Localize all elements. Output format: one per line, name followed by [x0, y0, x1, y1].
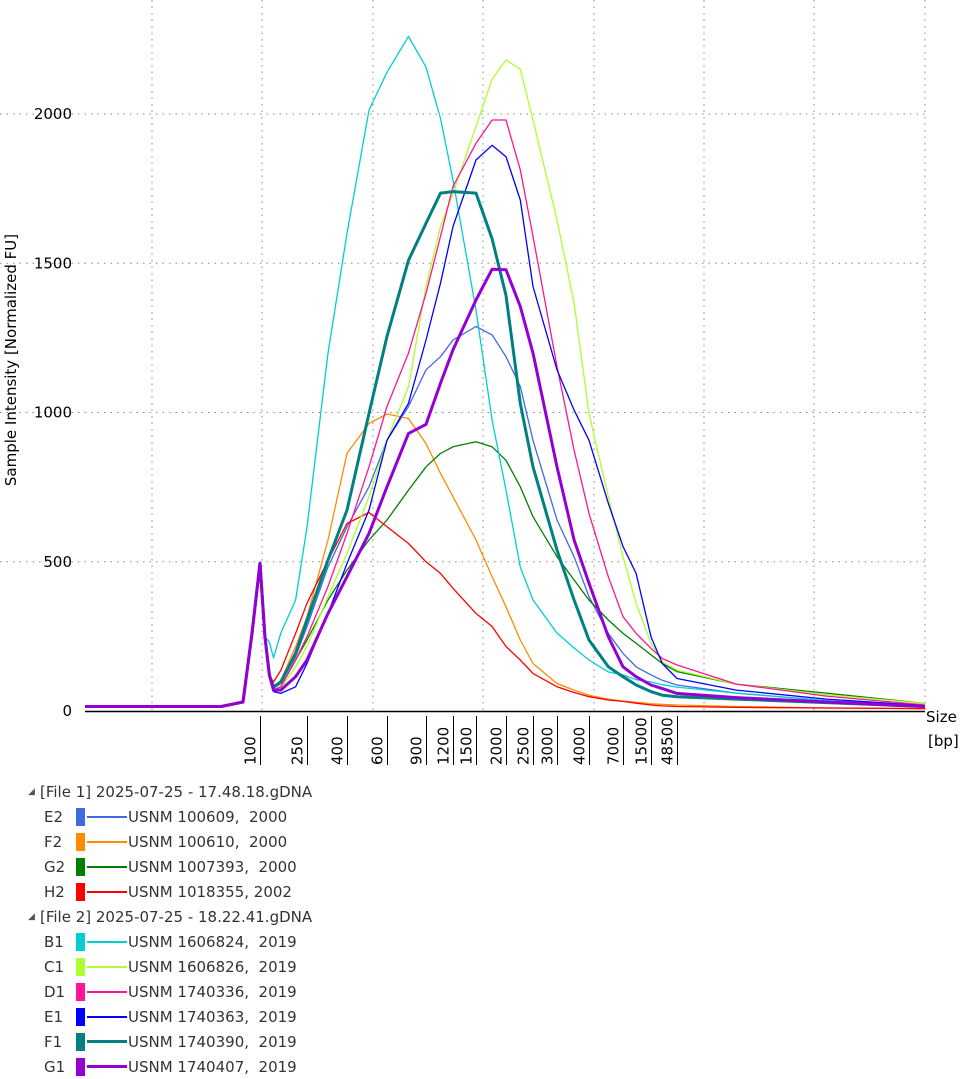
legend-well: B1	[44, 932, 64, 951]
x-tick-label: 2500	[515, 727, 533, 765]
x-tick-label: 48500	[659, 717, 677, 765]
legend-line-sample	[87, 1015, 127, 1018]
legend-item[interactable]: C1 USNM 1606826, 2019	[28, 954, 312, 979]
legend-well: F1	[44, 1032, 63, 1051]
x-axis-label-unit: [bp]	[928, 732, 959, 750]
x-tick-label: 15000	[633, 717, 651, 765]
legend-item[interactable]: F1 USNM 1740390, 2019	[28, 1029, 312, 1054]
legend-sample-name: USNM 100610, 2000	[128, 832, 288, 851]
legend-color-swatch[interactable]	[76, 1032, 85, 1051]
y-tick-label: 1500	[34, 254, 72, 272]
x-tick-label: 400	[329, 736, 347, 765]
legend-item[interactable]: G2 USNM 1007393, 2000	[28, 854, 312, 879]
series-line-F2	[85, 413, 926, 710]
legend-item[interactable]: H2 USNM 1018355, 2002	[28, 879, 312, 904]
legend-group-title: [File 2] 2025-07-25 - 18.22.41.gDNA	[40, 907, 313, 926]
legend-color-swatch[interactable]	[76, 1007, 85, 1026]
grid	[0, 0, 926, 711]
legend-line-sample	[87, 890, 127, 893]
x-tick-label: 100	[242, 736, 260, 765]
series-line-C1	[85, 59, 926, 708]
legend-line-sample	[87, 865, 127, 868]
x-tick-label: 1200	[435, 727, 453, 765]
legend-item[interactable]: E2 USNM 100609, 2000	[28, 804, 312, 829]
legend-item[interactable]: D1 USNM 1740336, 2019	[28, 979, 312, 1004]
legend-item[interactable]: G1 USNM 1740407, 2019	[28, 1054, 312, 1079]
legend-line-sample	[87, 1040, 127, 1043]
legend-color-swatch[interactable]	[76, 1057, 85, 1076]
series-line-E1	[85, 144, 926, 708]
legend: ◢ [File 1] 2025-07-25 - 17.48.18.gDNA E2 US…	[28, 779, 312, 1079]
legend-line-sample	[87, 940, 127, 943]
legend-color-swatch[interactable]	[76, 807, 85, 826]
y-axis-ticks: 0 500 1000 1500 2000	[34, 105, 72, 720]
legend-sample-name: USNM 1740363, 2019	[128, 1007, 297, 1026]
legend-well: D1	[44, 982, 66, 1001]
x-tick-label: 3000	[539, 727, 557, 765]
x-tick-label: 2000	[488, 727, 506, 765]
legend-item[interactable]: E1 USNM 1740363, 2019	[28, 1004, 312, 1029]
x-tick-label: 900	[408, 736, 426, 765]
series-line-D1	[85, 119, 926, 708]
collapse-triangle-icon[interactable]: ◢	[28, 786, 35, 797]
legend-color-swatch[interactable]	[76, 932, 85, 951]
legend-well: C1	[44, 957, 65, 976]
legend-line-sample	[87, 965, 127, 968]
legend-sample-name: USNM 1606826, 2019	[128, 957, 297, 976]
legend-well: F2	[44, 832, 63, 851]
series-line-H2	[85, 511, 926, 710]
y-tick-label: 1000	[34, 404, 72, 422]
legend-color-swatch[interactable]	[76, 957, 85, 976]
electropherogram-chart: 0 500 1000 1500 2000 Sample Intensity [Norma…	[0, 0, 959, 765]
series-line-G2	[85, 441, 926, 708]
y-tick-label: 2000	[34, 105, 72, 123]
legend-color-swatch[interactable]	[76, 832, 85, 851]
legend-well: G2	[44, 857, 66, 876]
x-tick-label: 250	[289, 736, 307, 765]
legend-line-sample	[87, 815, 127, 818]
legend-well: E1	[44, 1007, 64, 1026]
legend-sample-name: USNM 1740407, 2019	[128, 1057, 297, 1076]
legend-sample-name: USNM 1018355, 2002	[128, 882, 292, 901]
legend-sample-name: USNM 1740336, 2019	[128, 982, 297, 1001]
x-tick-label: 1500	[458, 727, 476, 765]
x-tick-label: 600	[369, 736, 387, 765]
legend-line-sample	[87, 840, 127, 843]
y-tick-label: 500	[43, 553, 72, 571]
x-axis-ticks: 100 250 400 600 900 1200 1500 2000 2500 3000 4000 7…	[242, 716, 678, 765]
legend-well: E2	[44, 807, 64, 826]
legend-well: G1	[44, 1057, 66, 1076]
legend-color-swatch[interactable]	[76, 882, 85, 901]
legend-sample-name: USNM 1007393, 2000	[128, 857, 297, 876]
collapse-triangle-icon[interactable]: ◢	[28, 911, 35, 922]
x-tick-label: 7000	[605, 727, 623, 765]
series-line-E2	[85, 325, 926, 708]
legend-item[interactable]: B1 USNM 1606824, 2019	[28, 929, 312, 954]
legend-item[interactable]: F2 USNM 100610, 2000	[28, 829, 312, 854]
legend-color-swatch[interactable]	[76, 982, 85, 1001]
legend-group-title: [File 1] 2025-07-25 - 17.48.18.gDNA	[40, 782, 313, 801]
series-line-B1	[85, 35, 926, 708]
series-lines	[85, 35, 926, 710]
x-axis-label-size: Size	[926, 708, 957, 726]
legend-sample-name: USNM 1740390, 2019	[128, 1032, 297, 1051]
legend-line-sample	[87, 1065, 127, 1068]
series-line-G1	[85, 267, 926, 708]
legend-group-header[interactable]: ◢ [File 1] 2025-07-25 - 17.48.18.gDNA	[28, 779, 312, 804]
legend-line-sample	[87, 990, 127, 993]
legend-sample-name: USNM 1606824, 2019	[128, 932, 297, 951]
y-tick-label: 0	[62, 702, 72, 720]
legend-group-header[interactable]: ◢ [File 2] 2025-07-25 - 18.22.41.gDNA	[28, 904, 312, 929]
legend-sample-name: USNM 100609, 2000	[128, 807, 288, 826]
legend-well: H2	[44, 882, 65, 901]
legend-color-swatch[interactable]	[76, 857, 85, 876]
y-axis-label: Sample Intensity [Normalized FU]	[2, 234, 20, 486]
x-tick-label: 4000	[571, 727, 589, 765]
